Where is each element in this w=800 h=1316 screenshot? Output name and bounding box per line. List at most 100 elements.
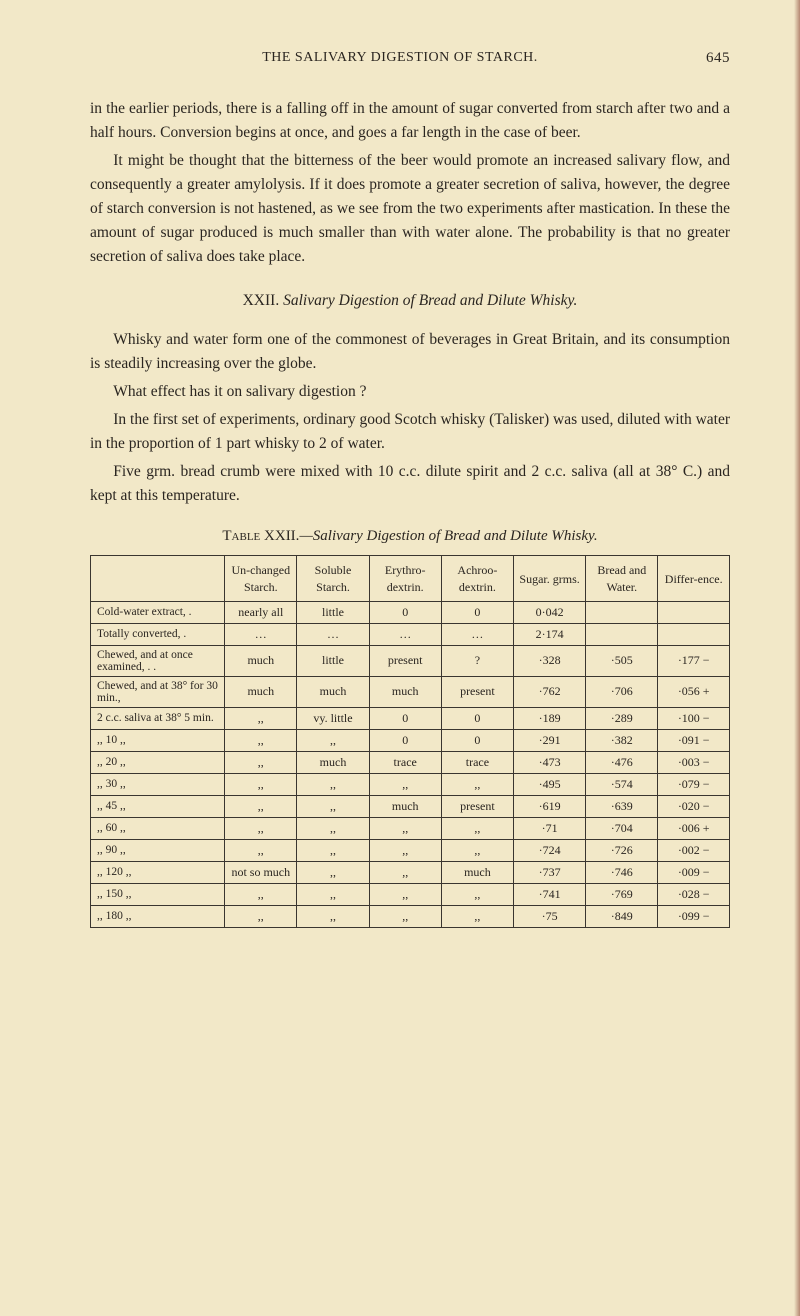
table-cell: ·028 − — [658, 883, 730, 905]
table-body: Cold-water extract, .nearly alllittle000… — [91, 601, 730, 927]
table-cell: ·706 — [586, 676, 658, 707]
table-header-cell: Sugar. grms. — [514, 556, 586, 601]
paragraph-2: It might be thought that the bitterness … — [90, 149, 730, 269]
table-cell: 0 — [369, 601, 441, 623]
table-cell: … — [369, 623, 441, 645]
table-row: ,, 45 ,,,,,,muchpresent·619·639·020 − — [91, 795, 730, 817]
table-header-cell: Achroo-dextrin. — [441, 556, 513, 601]
table-row: ,, 150 ,,,,,,,,,,·741·769·028 − — [91, 883, 730, 905]
table-cell: trace — [441, 751, 513, 773]
table-header-cell — [91, 556, 225, 601]
table-cell: ·737 — [514, 861, 586, 883]
table-cell: ·056 + — [658, 676, 730, 707]
paragraph-6: Five grm. bread crumb were mixed with 10… — [90, 460, 730, 508]
table-cell: ,, — [297, 729, 369, 751]
table-cell: ·177 − — [658, 645, 730, 676]
table-cell: 0 — [441, 601, 513, 623]
table-cell: ·009 − — [658, 861, 730, 883]
table-cell — [658, 601, 730, 623]
table-cell: … — [297, 623, 369, 645]
table-cell: ·091 − — [658, 729, 730, 751]
section-title: Salivary Digestion of Bread and Dilute W… — [283, 292, 577, 309]
table-cell: ·639 — [586, 795, 658, 817]
table-cell: ·746 — [586, 861, 658, 883]
table-cell: much — [441, 861, 513, 883]
table-cell: much — [225, 645, 297, 676]
table-cell: ·099 − — [658, 905, 730, 927]
table-row: Chewed, and at once examined, . .muchlit… — [91, 645, 730, 676]
table-cell: ,, — [225, 773, 297, 795]
table-cell: ,, — [297, 839, 369, 861]
table-cell: 0 — [369, 729, 441, 751]
table-row: Cold-water extract, .nearly alllittle000… — [91, 601, 730, 623]
table-cell: ·762 — [514, 676, 586, 707]
table-cell: present — [441, 795, 513, 817]
table-cell: ·002 − — [658, 839, 730, 861]
table-cell: 2·174 — [514, 623, 586, 645]
table-cell: ,, — [297, 905, 369, 927]
table-row: ,, 120 ,,not so much,,,,much·737·746·009… — [91, 861, 730, 883]
table-cell: little — [297, 645, 369, 676]
table-cell: ,, — [297, 861, 369, 883]
page-edge-shadow — [794, 0, 800, 1316]
table-cell — [586, 601, 658, 623]
paragraph-5: In the first set of experiments, ordinar… — [90, 408, 730, 456]
table-cell: vy. little — [297, 707, 369, 729]
table-cell: ·505 — [586, 645, 658, 676]
table-cell: ·724 — [514, 839, 586, 861]
table-cell: ,, — [225, 751, 297, 773]
table-row: ,, 180 ,,,,,,,,,,·75·849·099 − — [91, 905, 730, 927]
table-cell: 0 — [441, 707, 513, 729]
table-cell: ,, — [441, 905, 513, 927]
row-label: ,, 180 ,, — [91, 905, 225, 927]
table-cell: present — [441, 676, 513, 707]
table-cell: ,, — [297, 795, 369, 817]
row-label: Cold-water extract, . — [91, 601, 225, 623]
table-cell: ·079 − — [658, 773, 730, 795]
table-header-cell: Un-changed Starch. — [225, 556, 297, 601]
running-head: THE SALIVARY DIGESTION OF STARCH. — [94, 50, 706, 67]
table-cell: ,, — [441, 773, 513, 795]
table-cell: ·75 — [514, 905, 586, 927]
table-caption: Table XXII.—Salivary Digestion of Bread … — [90, 528, 730, 545]
table-cell: ,, — [225, 729, 297, 751]
table-cell: ·473 — [514, 751, 586, 773]
row-label: ,, 90 ,, — [91, 839, 225, 861]
table-cell: ,, — [225, 905, 297, 927]
table-cell: ·100 − — [658, 707, 730, 729]
table-cell: ,, — [369, 817, 441, 839]
table-cell: ,, — [297, 883, 369, 905]
table-cell — [586, 623, 658, 645]
table-cell: ·020 − — [658, 795, 730, 817]
section-roman: XXII. — [243, 292, 280, 309]
running-head-row: THE SALIVARY DIGESTION OF STARCH. 645 — [90, 50, 730, 67]
table-cell: much — [297, 676, 369, 707]
table-head: Un-changed Starch. Soluble Starch. Eryth… — [91, 556, 730, 601]
table-cell: ,, — [225, 707, 297, 729]
page-content: THE SALIVARY DIGESTION OF STARCH. 645 in… — [0, 0, 800, 968]
table-cell: ,, — [225, 839, 297, 861]
table-row: ,, 20 ,,,,muchtracetrace·473·476·003 − — [91, 751, 730, 773]
table-cell: ·704 — [586, 817, 658, 839]
table-cell: ,, — [225, 817, 297, 839]
row-label: ,, 30 ,, — [91, 773, 225, 795]
row-label: 2 c.c. saliva at 38° 5 min. — [91, 707, 225, 729]
table-cell — [658, 623, 730, 645]
table-cell: ,, — [441, 817, 513, 839]
table-cell: ·476 — [586, 751, 658, 773]
section-heading: XXII. Salivary Digestion of Bread and Di… — [90, 289, 730, 312]
row-label: Chewed, and at 38° for 30 min., — [91, 676, 225, 707]
table-caption-label: Table XXII. — [222, 528, 299, 544]
table-cell: ,, — [297, 773, 369, 795]
table-cell: ,, — [369, 883, 441, 905]
table-cell: ,, — [369, 773, 441, 795]
table-header-cell: Differ-ence. — [658, 556, 730, 601]
table-row: 2 c.c. saliva at 38° 5 min.,,vy. little 0… — [91, 707, 730, 729]
table-cell: ·849 — [586, 905, 658, 927]
table-cell: much — [225, 676, 297, 707]
row-label: Totally converted, . — [91, 623, 225, 645]
table-cell: ·006 + — [658, 817, 730, 839]
row-label: Chewed, and at once examined, . . — [91, 645, 225, 676]
paragraph-4: What effect has it on salivary digestion… — [90, 380, 730, 404]
row-label: ,, 120 ,, — [91, 861, 225, 883]
